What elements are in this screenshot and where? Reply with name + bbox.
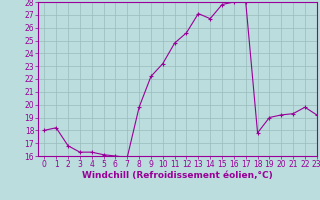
X-axis label: Windchill (Refroidissement éolien,°C): Windchill (Refroidissement éolien,°C) [82, 171, 273, 180]
